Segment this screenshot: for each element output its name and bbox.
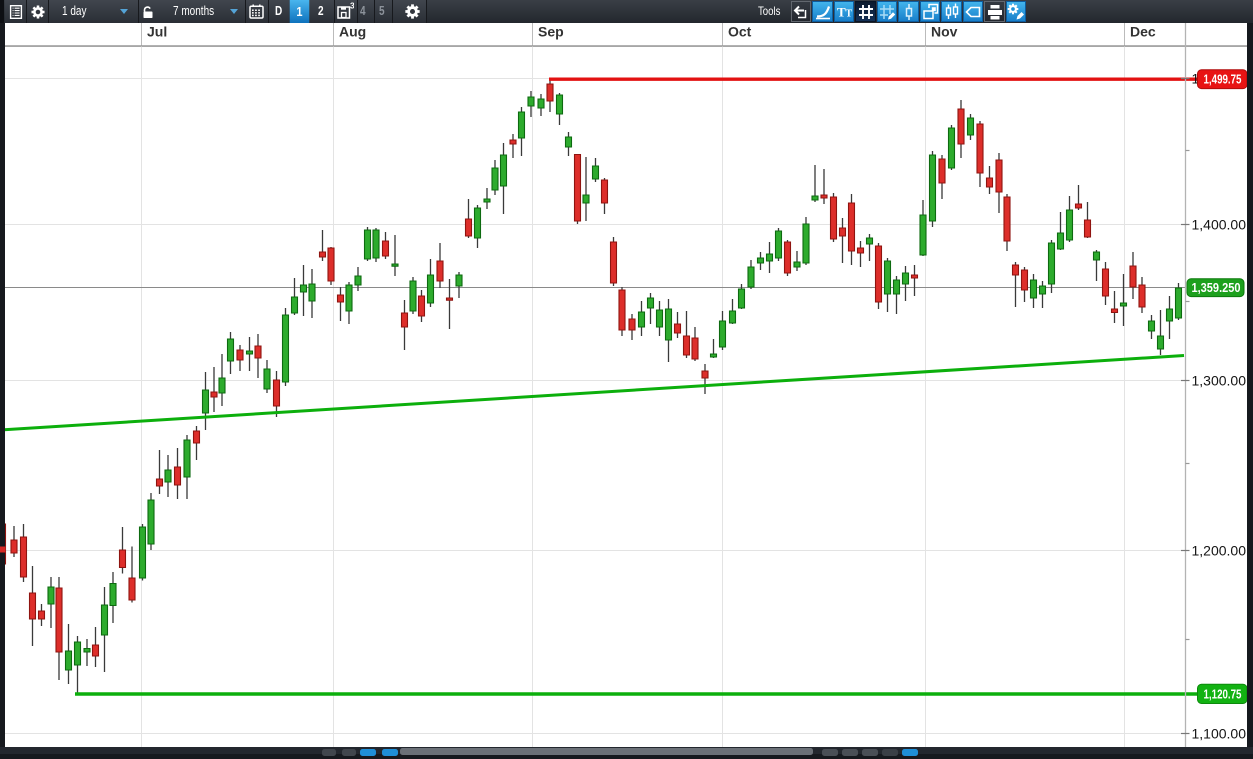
- svg-text:1,100.00: 1,100.00: [1192, 726, 1247, 742]
- svg-text:1,499.75: 1,499.75: [1204, 73, 1242, 87]
- svg-text:T: T: [837, 4, 846, 19]
- svg-text:Aug: Aug: [339, 24, 366, 40]
- svg-text:Oct: Oct: [728, 24, 752, 40]
- svg-text:1,120.75: 1,120.75: [1204, 688, 1242, 702]
- svg-text:Sep: Sep: [538, 24, 564, 40]
- svg-text:1,400.00: 1,400.00: [1192, 217, 1247, 233]
- svg-text:Jul: Jul: [147, 24, 167, 40]
- svg-text:Dec: Dec: [1130, 24, 1156, 40]
- svg-text:Nov: Nov: [931, 24, 958, 40]
- svg-text:T: T: [846, 8, 853, 19]
- svg-text:1,300.00: 1,300.00: [1192, 373, 1247, 389]
- svg-text:1,359.250: 1,359.250: [1192, 281, 1241, 295]
- svg-text:3: 3: [350, 2, 354, 11]
- svg-text:1,200.00: 1,200.00: [1192, 543, 1247, 559]
